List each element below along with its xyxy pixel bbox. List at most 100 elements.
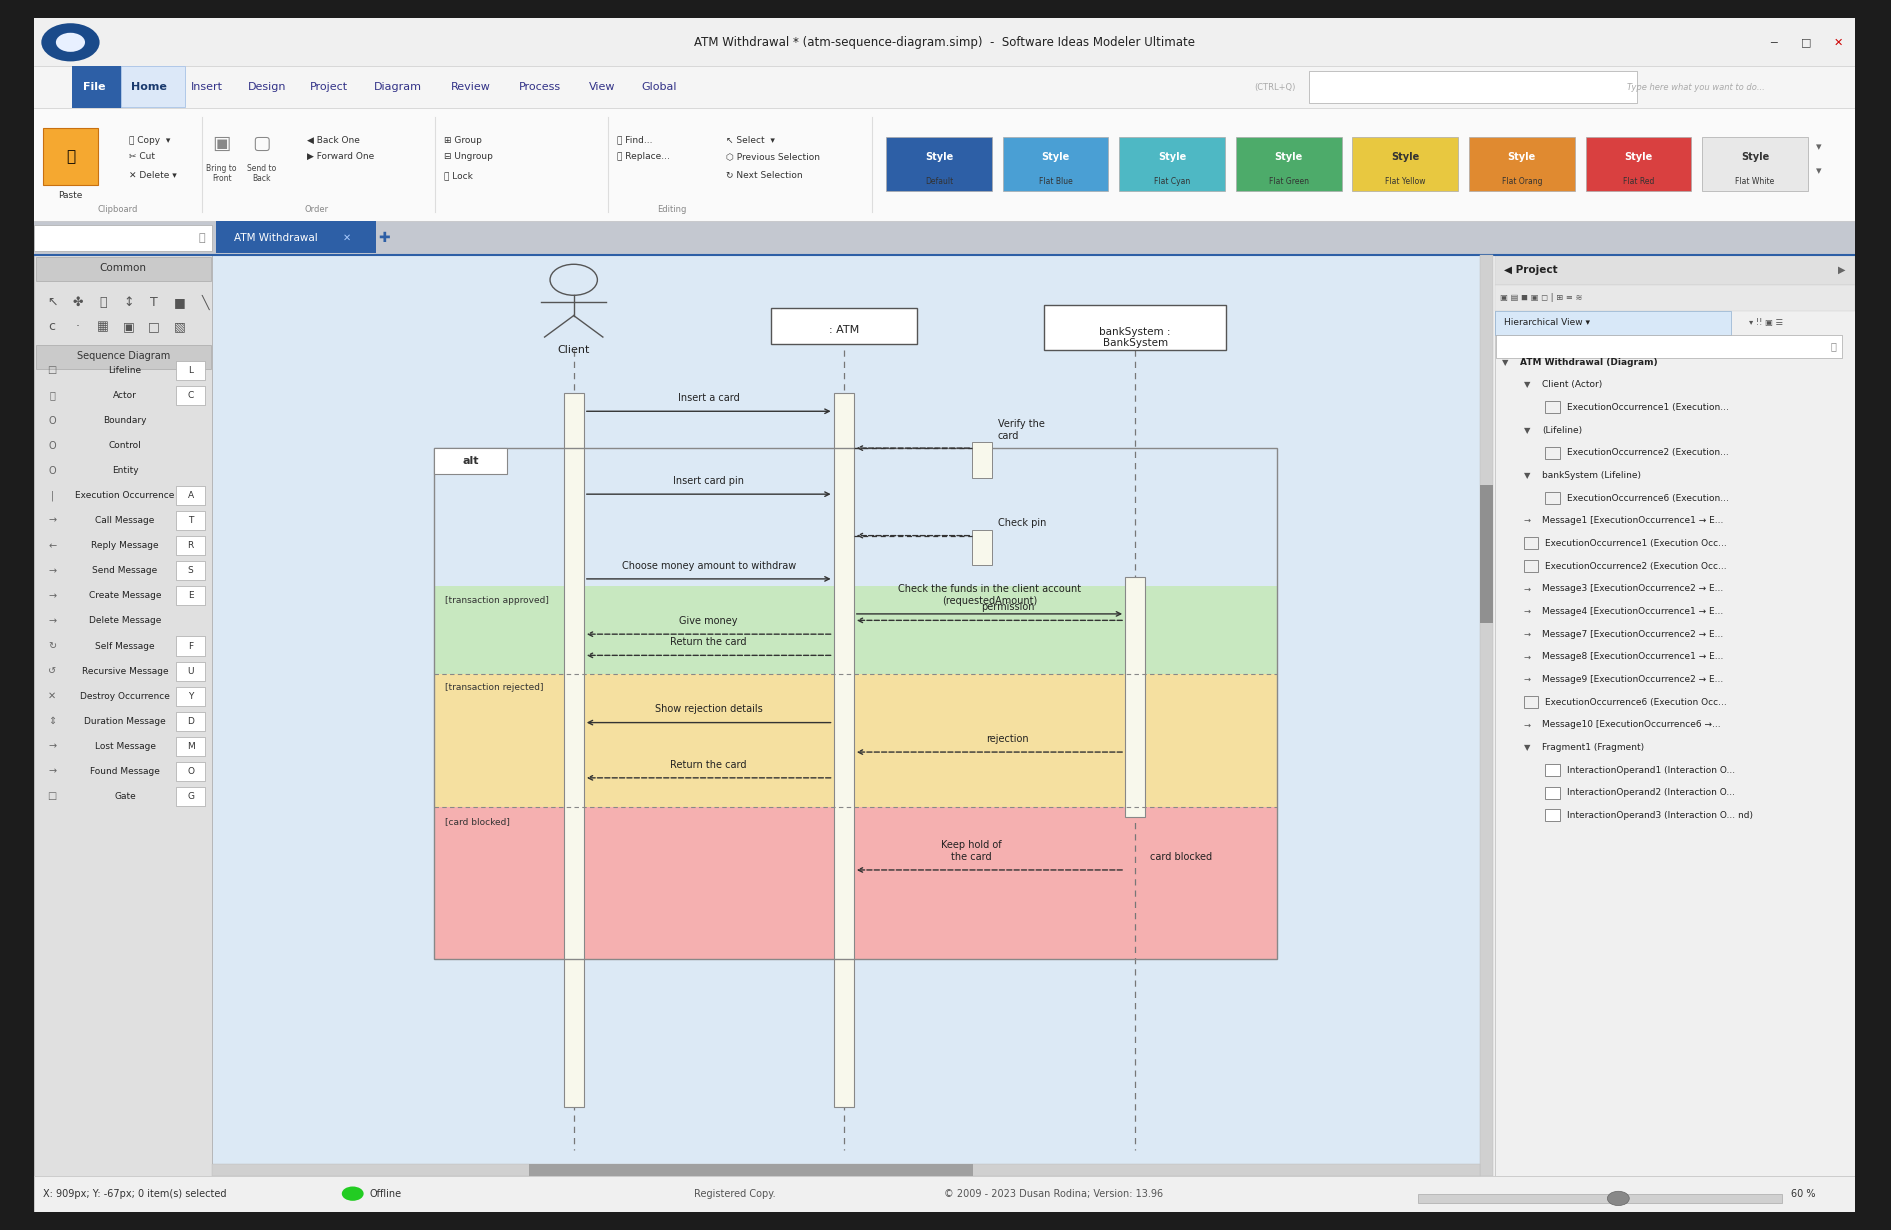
Text: Message1 [ExecutionOccurrence1 → E...: Message1 [ExecutionOccurrence1 → E... bbox=[1541, 517, 1723, 525]
Bar bbox=[176, 712, 206, 731]
Text: ✚: ✚ bbox=[378, 231, 390, 245]
Bar bbox=[176, 662, 206, 680]
Text: ↕: ↕ bbox=[123, 296, 134, 309]
Bar bbox=[772, 309, 917, 344]
Text: Message4 [ExecutionOccurrence1 → E...: Message4 [ExecutionOccurrence1 → E... bbox=[1541, 606, 1723, 616]
Text: ←: ← bbox=[47, 541, 57, 551]
Text: Sequence Diagram: Sequence Diagram bbox=[78, 351, 170, 362]
Text: □: □ bbox=[147, 320, 161, 333]
Text: →: → bbox=[1524, 721, 1530, 729]
Bar bbox=[36, 257, 210, 280]
Text: Y: Y bbox=[187, 691, 193, 701]
Text: Create Message: Create Message bbox=[89, 592, 161, 600]
Text: [transaction approved]: [transaction approved] bbox=[444, 595, 548, 605]
Text: ▣ ▤ ◼ ▣ ◻ | ⊞ ≡ ≋: ▣ ▤ ◼ ▣ ◻ | ⊞ ≡ ≋ bbox=[1500, 293, 1583, 303]
Text: ▼: ▼ bbox=[1501, 358, 1509, 367]
Text: ⊟ Ungroup: ⊟ Ungroup bbox=[444, 153, 494, 161]
Bar bbox=[1044, 305, 1225, 351]
Text: 🔍: 🔍 bbox=[199, 232, 206, 244]
Text: 60 %: 60 % bbox=[1791, 1188, 1815, 1199]
Text: Flat Green: Flat Green bbox=[1269, 177, 1309, 186]
Text: ⇕: ⇕ bbox=[47, 716, 57, 726]
Text: Keep hold of
the card: Keep hold of the card bbox=[942, 840, 1002, 861]
Bar bbox=[176, 636, 206, 656]
Text: ◀ Project: ◀ Project bbox=[1503, 264, 1556, 274]
Text: ▼: ▼ bbox=[1524, 380, 1530, 389]
Bar bbox=[34, 221, 1855, 255]
Bar bbox=[1545, 764, 1560, 776]
Text: Destroy Occurrence: Destroy Occurrence bbox=[79, 691, 170, 701]
Text: Send to
Back: Send to Back bbox=[248, 164, 276, 183]
Bar bbox=[176, 386, 206, 405]
Text: Actor: Actor bbox=[113, 391, 136, 400]
Bar bbox=[1545, 492, 1560, 504]
Text: Control: Control bbox=[108, 442, 142, 450]
Text: D: D bbox=[187, 717, 195, 726]
Bar bbox=[34, 108, 1855, 221]
Text: ■: ■ bbox=[174, 296, 185, 309]
Text: ▣: ▣ bbox=[123, 320, 134, 333]
Text: View: View bbox=[588, 82, 615, 92]
Text: [transaction rejected]: [transaction rejected] bbox=[444, 684, 545, 692]
Bar bbox=[176, 360, 206, 380]
Text: Self Message: Self Message bbox=[95, 642, 155, 651]
Text: Order: Order bbox=[304, 205, 329, 214]
Circle shape bbox=[42, 23, 100, 62]
Text: Message10 [ExecutionOccurrence6 →...: Message10 [ExecutionOccurrence6 →... bbox=[1541, 721, 1721, 729]
Bar bbox=[34, 66, 1855, 108]
Bar bbox=[1125, 577, 1146, 817]
Bar bbox=[1237, 137, 1341, 192]
Text: G: G bbox=[187, 792, 195, 801]
Text: ╲: ╲ bbox=[202, 295, 210, 310]
Text: ▶ Forward One: ▶ Forward One bbox=[306, 153, 374, 161]
Text: bankSystem :: bankSystem : bbox=[1099, 327, 1171, 337]
Bar bbox=[34, 1176, 1855, 1212]
Bar bbox=[529, 1164, 974, 1176]
Bar bbox=[176, 536, 206, 556]
Text: Lost Message: Lost Message bbox=[95, 742, 155, 750]
Text: InteractionOperand2 (Interaction O...: InteractionOperand2 (Interaction O... bbox=[1568, 788, 1736, 797]
Text: (Lifeline): (Lifeline) bbox=[1541, 426, 1583, 434]
Text: Boundary: Boundary bbox=[104, 416, 147, 426]
Text: ExecutionOccurrence2 (Execution...: ExecutionOccurrence2 (Execution... bbox=[1568, 448, 1728, 458]
Bar bbox=[1702, 137, 1808, 192]
Text: Flat Orang: Flat Orang bbox=[1501, 177, 1541, 186]
Text: ✕: ✕ bbox=[342, 232, 352, 244]
Text: →: → bbox=[47, 566, 57, 576]
Bar bbox=[435, 448, 1276, 959]
Text: Execution Occurrence: Execution Occurrence bbox=[76, 491, 174, 501]
Text: ▼: ▼ bbox=[1524, 743, 1530, 752]
Text: Message7 [ExecutionOccurrence2 → E...: Message7 [ExecutionOccurrence2 → E... bbox=[1541, 630, 1723, 638]
Text: ▦: ▦ bbox=[96, 320, 110, 333]
Text: 🚶: 🚶 bbox=[49, 390, 55, 401]
Text: Check the funds in the client account
(requestedAmount): Check the funds in the client account (r… bbox=[898, 584, 1082, 605]
Text: ✤: ✤ bbox=[72, 296, 83, 309]
Text: Default: Default bbox=[925, 177, 953, 186]
Text: Registered Copy.: Registered Copy. bbox=[694, 1188, 775, 1199]
Text: ⊞ Group: ⊞ Group bbox=[444, 135, 482, 145]
Text: Review: Review bbox=[452, 82, 492, 92]
Text: card blocked: card blocked bbox=[1150, 851, 1212, 861]
Text: T: T bbox=[151, 296, 159, 309]
Text: Flat White: Flat White bbox=[1736, 177, 1774, 186]
Bar bbox=[1494, 311, 1732, 335]
Bar bbox=[36, 346, 210, 369]
Text: ✕: ✕ bbox=[1834, 37, 1844, 47]
Text: Style: Style bbox=[1157, 153, 1186, 162]
Bar bbox=[1002, 137, 1108, 192]
Text: Give money: Give money bbox=[679, 616, 737, 626]
Text: bankSystem (Lifeline): bankSystem (Lifeline) bbox=[1541, 471, 1641, 480]
Text: ExecutionOccurrence6 (Execution...: ExecutionOccurrence6 (Execution... bbox=[1568, 493, 1728, 503]
Text: © 2009 - 2023 Dusan Rodina; Version: 13.96: © 2009 - 2023 Dusan Rodina; Version: 13.… bbox=[944, 1188, 1163, 1199]
Text: |: | bbox=[51, 491, 53, 501]
Bar bbox=[1524, 560, 1537, 572]
Bar bbox=[1481, 255, 1492, 1176]
Text: Lifeline: Lifeline bbox=[108, 365, 142, 375]
Text: Verify the
card: Verify the card bbox=[998, 419, 1046, 440]
Text: Message3 [ExecutionOccurrence2 → E...: Message3 [ExecutionOccurrence2 → E... bbox=[1541, 584, 1723, 593]
Bar bbox=[834, 392, 855, 1107]
Text: ↺: ↺ bbox=[47, 667, 57, 677]
Text: →: → bbox=[47, 742, 57, 752]
Text: →: → bbox=[1524, 652, 1530, 662]
Bar bbox=[435, 807, 1276, 959]
